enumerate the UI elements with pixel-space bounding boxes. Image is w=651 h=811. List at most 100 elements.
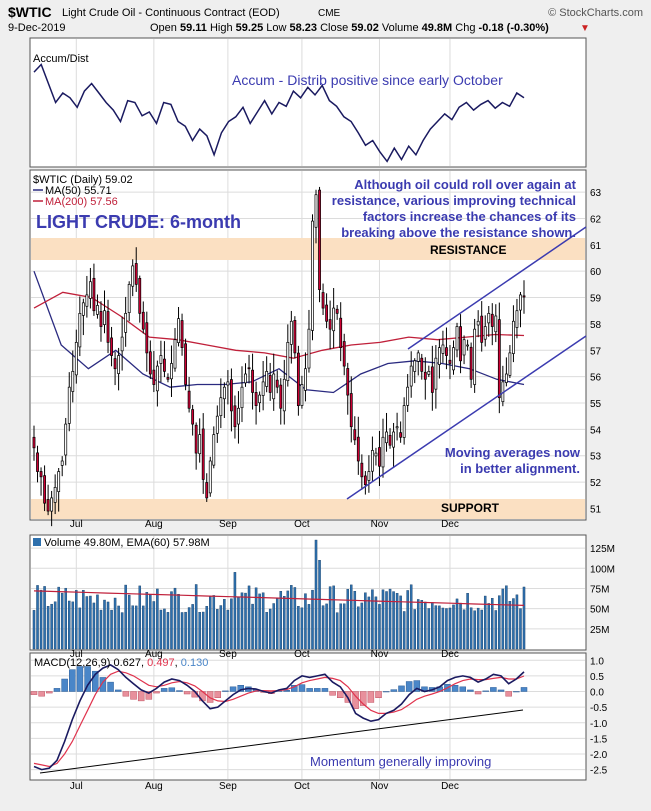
price-y-tick: 55 (590, 399, 602, 410)
price-y-tick: 51 (590, 504, 602, 515)
volume-bar (265, 612, 268, 650)
accum-annotation: Accum - Distrib positive since early Oct… (232, 72, 503, 88)
volume-bar (350, 584, 353, 650)
volume-bar (142, 605, 145, 650)
volume-bar (371, 589, 374, 650)
volume-bar (205, 606, 208, 650)
volume-bar (508, 601, 512, 650)
macd-y-tick: -2.0 (590, 750, 608, 761)
candle (103, 290, 106, 334)
top-annotation-line-1: Although oil could roll over again at (354, 177, 576, 192)
month-tick: Jul (70, 649, 83, 660)
candle (127, 281, 131, 322)
month-tick: Oct (294, 649, 310, 660)
volume-bar (452, 604, 455, 650)
candle-body (423, 371, 427, 380)
candle-body (437, 347, 441, 365)
macd-y-tick: 1.0 (590, 656, 604, 667)
candle-body (166, 377, 170, 380)
candle (88, 267, 92, 309)
volume-bar (71, 601, 75, 650)
candle-body (360, 462, 364, 478)
volume-bar (32, 610, 36, 650)
candle (117, 347, 121, 391)
volume-bar (318, 560, 321, 650)
candle (67, 372, 71, 432)
volume-bar (254, 587, 258, 650)
volume-bar (515, 594, 519, 650)
volume-bar (194, 584, 198, 650)
candle (261, 360, 265, 411)
candle (307, 309, 311, 373)
candle-body (184, 343, 187, 385)
candle (113, 351, 117, 386)
candle-body (127, 284, 131, 313)
macd-histogram-bar (46, 691, 53, 694)
trend-lines (39, 226, 587, 774)
macd-histogram-bar (337, 691, 344, 698)
volume-bar (113, 597, 117, 650)
ma50-line (33, 270, 525, 394)
volume-bar (106, 601, 110, 650)
volume-bar (314, 539, 318, 650)
candle (293, 316, 297, 359)
volume-bar (275, 598, 279, 650)
candle-body (46, 499, 50, 512)
candle-body (36, 452, 39, 472)
volume-bar (438, 605, 441, 650)
candle (110, 326, 113, 367)
macd-annotation: Momentum generally improving (310, 754, 491, 769)
candle-body (32, 436, 36, 449)
candle (349, 376, 353, 443)
macd-histogram-bar (306, 688, 313, 692)
candle (353, 416, 357, 445)
macd-y-tick: -1.0 (590, 719, 608, 730)
volume-bar (170, 591, 173, 650)
macd-histogram-bar (114, 689, 122, 692)
candle-body (237, 407, 240, 425)
accum-legend: Accum/Dist (33, 53, 89, 65)
volume-bar (466, 593, 469, 650)
volume-bar (512, 598, 515, 650)
moving-average-lines (33, 270, 525, 394)
candle-body (342, 341, 346, 367)
volume-bar (378, 604, 381, 650)
candle (240, 366, 244, 423)
candle (392, 422, 395, 468)
volume-bar (290, 585, 293, 650)
price-y-tick: 59 (590, 294, 602, 305)
candle-body (483, 326, 487, 340)
candle (469, 342, 473, 388)
candle (131, 259, 135, 297)
volume-bar (424, 601, 427, 650)
volume-bar (448, 607, 452, 650)
volume-bar (39, 589, 43, 650)
month-tick: Dec (441, 649, 459, 660)
month-tick: Nov (371, 781, 389, 792)
candle (473, 318, 477, 393)
macd-histogram-bar (122, 691, 130, 697)
macd-histogram-bar (107, 681, 114, 692)
macd-histogram-bar (375, 691, 382, 698)
support-band (31, 499, 585, 519)
candle (64, 417, 68, 466)
volume-bar (53, 601, 57, 650)
candle (163, 341, 166, 378)
candle (515, 298, 519, 339)
volume-bar (233, 572, 237, 650)
volume-bars (32, 539, 526, 650)
volume-bar (413, 609, 416, 650)
gridlines (31, 39, 585, 779)
month-tick: Oct (294, 781, 310, 792)
candle (328, 300, 332, 350)
candle (367, 455, 371, 493)
bottom-annotation-line-2: in better alignment. (460, 461, 580, 476)
candle (363, 471, 367, 495)
macd-histogram-bar (467, 689, 474, 692)
volume-ema-line (33, 590, 525, 606)
volume-bar (385, 591, 388, 650)
candle (177, 306, 180, 347)
candle-body (427, 371, 431, 375)
candle-body (244, 373, 247, 384)
price-y-tick: 57 (590, 346, 602, 357)
